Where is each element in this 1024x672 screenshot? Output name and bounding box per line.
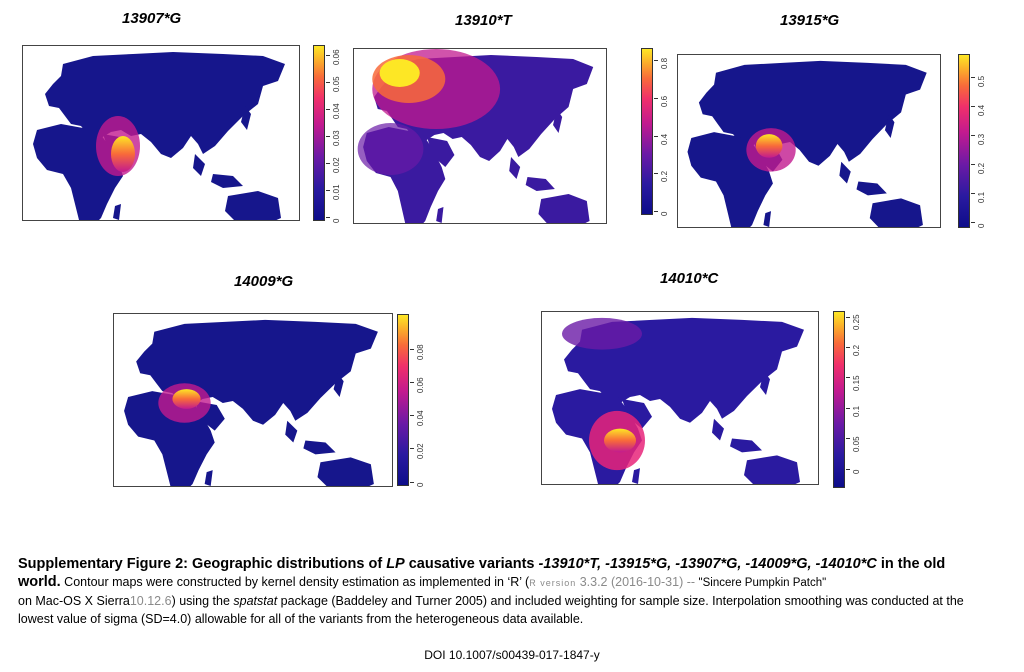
map-14009G bbox=[113, 313, 393, 487]
map-14010C bbox=[541, 311, 819, 485]
map-13910T bbox=[353, 48, 607, 224]
panel-title-13915G: 13915*G bbox=[780, 12, 840, 29]
colorbar-13910T bbox=[641, 48, 653, 215]
world-map-14010C bbox=[552, 317, 804, 484]
colorbar-ticks-13915G: 0 0.1 0.2 0.3 0.4 0.5 bbox=[971, 54, 993, 228]
caption-line-3: on Mac-OS X Sierra10.12.6) using the spa… bbox=[18, 594, 964, 608]
world-map-13907G bbox=[33, 52, 285, 220]
colorbar-14010C bbox=[833, 311, 845, 488]
panel-title-14009G: 14009*G bbox=[234, 273, 294, 290]
colorbar-ticks-13907G: 0 0.01 0.02 0.03 0.04 0.05 0.06 bbox=[326, 45, 348, 223]
panel-title-13907G: 13907*G bbox=[122, 10, 182, 27]
colorbar-13915G bbox=[958, 54, 970, 228]
world-map-13915G bbox=[687, 60, 927, 227]
panel-title-14010C: 14010*C bbox=[660, 270, 719, 287]
map-13907G bbox=[22, 45, 300, 221]
caption-line-2: world. Contour maps were constructed by … bbox=[18, 574, 827, 590]
world-map-13910T bbox=[357, 49, 594, 223]
colorbar-ticks-14010C: 0 0.05 0.1 0.15 0.2 0.25 bbox=[846, 311, 868, 486]
world-map-14009G bbox=[124, 319, 378, 486]
figure-caption: Supplementary Figure 2: Geographic distr… bbox=[18, 555, 1008, 628]
caption-line-4: lowest value of sigma (SD=4.0) allowable… bbox=[18, 612, 584, 626]
colorbar-14009G bbox=[397, 314, 409, 486]
colorbar-13907G bbox=[313, 45, 325, 221]
colorbar-ticks-14009G: 0 0.02 0.04 0.06 0.08 bbox=[410, 314, 432, 487]
colorbar-ticks-13910T: 0 0.2 0.4 0.6 0.8 bbox=[654, 48, 676, 216]
caption-line-1: Supplementary Figure 2: Geographic distr… bbox=[18, 556, 946, 572]
doi-text: DOI 10.1007/s00439-017-1847-y bbox=[424, 648, 600, 662]
panel-title-13910T: 13910*T bbox=[455, 12, 512, 29]
map-13915G bbox=[677, 54, 941, 228]
